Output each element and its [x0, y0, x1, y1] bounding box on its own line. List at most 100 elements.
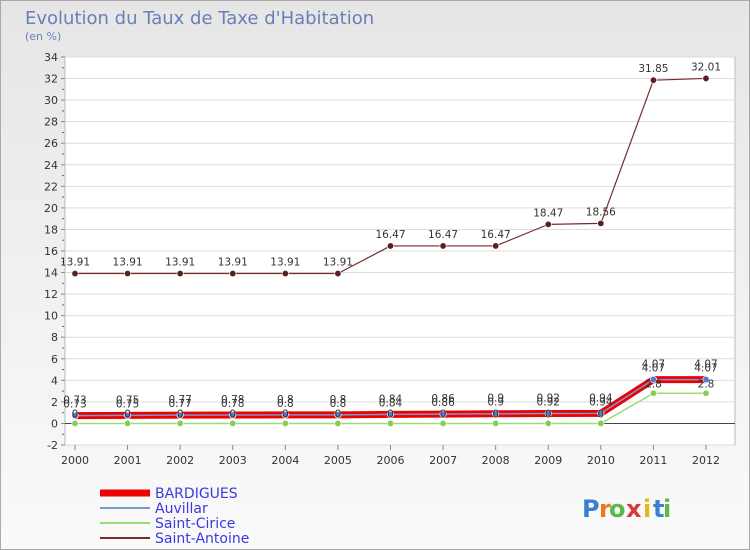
data-point — [386, 242, 394, 250]
data-label: 0.77 — [168, 398, 191, 410]
data-label: 0.8 — [330, 398, 347, 410]
data-label: 13.91 — [165, 257, 195, 269]
y-tick-label: 8 — [51, 331, 58, 344]
data-label: 0.84 — [379, 397, 403, 409]
data-label: 0 — [492, 408, 499, 420]
y-tick-label: 14 — [44, 267, 58, 280]
brand-letter: o — [609, 495, 626, 523]
data-point — [124, 270, 132, 278]
data-point — [597, 219, 605, 227]
data-point — [649, 76, 657, 84]
data-label: 0.94 — [589, 396, 613, 408]
data-label: 18.47 — [533, 207, 563, 219]
data-point — [71, 419, 79, 427]
legend-label: Saint-Cirice — [155, 516, 235, 532]
data-label: 0 — [335, 408, 342, 420]
data-label: 0.75 — [116, 394, 139, 406]
data-point — [281, 411, 289, 419]
x-tick-label: 2004 — [271, 454, 299, 467]
x-tick-label: 2009 — [534, 454, 562, 467]
data-label: 0 — [597, 408, 604, 420]
data-label: 0.86 — [431, 397, 455, 409]
series-group — [71, 74, 710, 427]
data-label: 0 — [440, 408, 447, 420]
y-tick-label: 10 — [44, 310, 58, 323]
data-label: 4.07 — [694, 359, 717, 371]
y-tick-label: 30 — [44, 94, 58, 107]
data-point — [492, 410, 500, 418]
data-label: 0.92 — [537, 393, 560, 405]
data-point — [176, 419, 184, 427]
data-point — [649, 376, 657, 384]
x-tick-label: 2011 — [639, 454, 667, 467]
data-labels: 0.73 0.75 0.77 0.78 0.8 0.8 0.84 0.86 0.9 0.92 0.9… — [60, 61, 721, 420]
x-tick-label: 2012 — [692, 454, 720, 467]
data-label: 0 — [177, 408, 184, 420]
data-label: 13.91 — [218, 257, 248, 269]
y-tick-label: 28 — [44, 116, 58, 129]
x-tick-label: 2005 — [324, 454, 352, 467]
data-point — [702, 389, 710, 397]
x-tick-label: 2007 — [429, 454, 457, 467]
x-tick-label: 2008 — [482, 454, 510, 467]
data-label: 2.8 — [698, 378, 715, 390]
data-point — [544, 220, 552, 228]
data-point — [71, 412, 79, 420]
data-label: 0.73 — [63, 399, 86, 411]
y-tick-label: 24 — [44, 159, 58, 172]
data-point — [439, 419, 447, 427]
chart-subtitle: (en %) — [25, 30, 61, 43]
data-label: 0.78 — [221, 394, 244, 406]
data-point — [229, 411, 237, 419]
legend-label: Auvillar — [155, 501, 208, 517]
data-label: 0.9 — [487, 397, 504, 409]
data-label: 4.07 — [694, 363, 717, 375]
y-tick-label: 18 — [44, 223, 58, 236]
brand-letter: t — [653, 495, 664, 523]
data-point — [229, 270, 237, 278]
data-point — [597, 419, 605, 427]
data-point — [386, 419, 394, 427]
y-tick-label: 4 — [51, 374, 58, 387]
y-tick-label: 6 — [51, 353, 58, 366]
data-label: 0 — [124, 408, 131, 420]
data-label: 4.07 — [642, 359, 665, 371]
x-tick-label: 2001 — [114, 454, 142, 467]
data-label: 13.91 — [270, 257, 300, 269]
data-point — [71, 270, 79, 278]
data-label: 0 — [229, 408, 236, 420]
x-tick-label: 2006 — [377, 454, 405, 467]
data-point — [124, 419, 132, 427]
data-label: 0 — [282, 408, 289, 420]
brand-letter: P — [582, 495, 600, 523]
y-tick-label: 0 — [51, 417, 58, 430]
data-label: 0.8 — [277, 398, 294, 410]
data-point — [544, 419, 552, 427]
series-saint-antoine — [71, 74, 710, 278]
data-label: 32.01 — [691, 61, 721, 73]
data-label: 4.07 — [642, 363, 665, 375]
data-label: 0.84 — [379, 393, 403, 405]
data-point — [702, 376, 710, 384]
y-tick-label: 22 — [44, 180, 58, 193]
chart-title: Evolution du Taux de Taxe d'Habitation — [25, 8, 374, 29]
data-label: 0.86 — [431, 393, 455, 405]
data-point — [702, 74, 710, 82]
data-label: 0.92 — [537, 397, 560, 409]
x-axis: 2000 2001 2002 2003 2004 2005 2006 2007 2008 2009… — [61, 445, 720, 467]
data-label: 0.78 — [221, 398, 244, 410]
series-auvillar — [71, 376, 710, 420]
legend: BARDIGUESAuvillarSaint-CiriceSaint-Antoi… — [100, 486, 249, 547]
y-tick-label: 20 — [44, 202, 58, 215]
data-point — [334, 270, 342, 278]
data-label: 16.47 — [481, 229, 511, 241]
data-label: 13.91 — [323, 257, 353, 269]
data-point — [124, 411, 132, 419]
data-label: 0.9 — [487, 393, 504, 405]
y-tick-label: 34 — [44, 51, 58, 64]
data-point — [334, 411, 342, 419]
data-label: 0.94 — [589, 392, 613, 404]
data-label: 13.91 — [113, 257, 143, 269]
